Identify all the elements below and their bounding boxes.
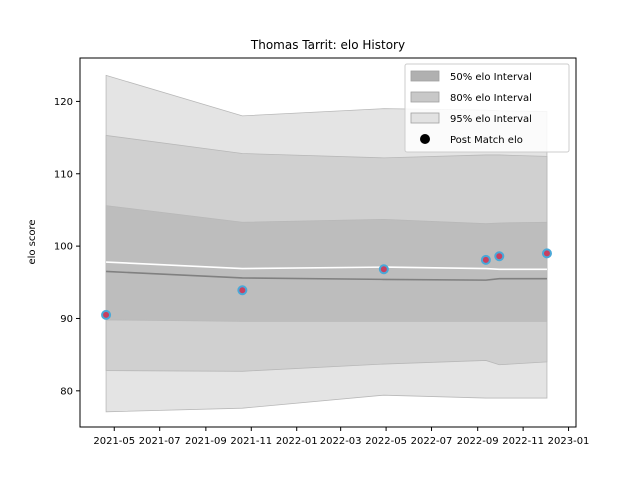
legend-swatch bbox=[410, 112, 440, 124]
legend-label: 95% elo Interval bbox=[450, 114, 532, 125]
plot-area bbox=[101, 74, 552, 413]
legend-box bbox=[404, 63, 570, 153]
x-tick-label: 2022-03 bbox=[320, 436, 362, 447]
line-mean bbox=[106, 270, 547, 281]
post-match-point bbox=[378, 264, 389, 275]
y-tick-label: 90 bbox=[60, 314, 73, 325]
post-match-point bbox=[480, 254, 491, 265]
x-tick-label: 2021-05 bbox=[93, 436, 135, 447]
y-tick-label: 100 bbox=[54, 242, 73, 253]
y-tick-label: 80 bbox=[60, 386, 73, 397]
post-match-point bbox=[101, 309, 112, 320]
band-2 bbox=[105, 205, 548, 322]
legend-label: 50% elo Interval bbox=[450, 72, 532, 83]
post-match-point bbox=[541, 248, 552, 259]
x-tick-label: 2022-05 bbox=[365, 436, 407, 447]
x-tick-label: 2021-09 bbox=[185, 436, 227, 447]
legend: 50% elo Interval 80% elo Interval 95% elo … bbox=[404, 63, 570, 153]
post-match-point bbox=[494, 251, 505, 262]
x-axis: 2021-05 2021-07 2021-09 2021-11 2022-01 2022-… bbox=[93, 427, 589, 447]
legend-swatch bbox=[410, 70, 440, 82]
x-tick-label: 2022-09 bbox=[457, 436, 499, 447]
x-tick-label: 2022-11 bbox=[502, 436, 544, 447]
plot-frame bbox=[79, 57, 577, 428]
y-axis-label: elo score bbox=[27, 219, 38, 264]
x-tick-label: 2021-11 bbox=[230, 436, 272, 447]
legend-marker bbox=[420, 134, 430, 144]
y-tick-label: 110 bbox=[54, 169, 73, 180]
line-upper-mean bbox=[106, 261, 547, 271]
chart-title: Thomas Tarrit: elo History bbox=[250, 38, 405, 52]
legend-label: Post Match elo bbox=[450, 135, 523, 146]
y-axis: 80 90 100 110 120 bbox=[54, 97, 80, 397]
y-tick-label: 120 bbox=[54, 97, 73, 108]
x-tick-label: 2021-07 bbox=[139, 436, 181, 447]
legend-label: 80% elo Interval bbox=[450, 93, 532, 104]
x-tick-label: 2022-07 bbox=[411, 436, 453, 447]
post-match-point bbox=[237, 285, 248, 296]
x-tick-label: 2023-01 bbox=[548, 436, 590, 447]
legend-swatch bbox=[410, 91, 440, 103]
x-tick-label: 2022-01 bbox=[276, 436, 318, 447]
